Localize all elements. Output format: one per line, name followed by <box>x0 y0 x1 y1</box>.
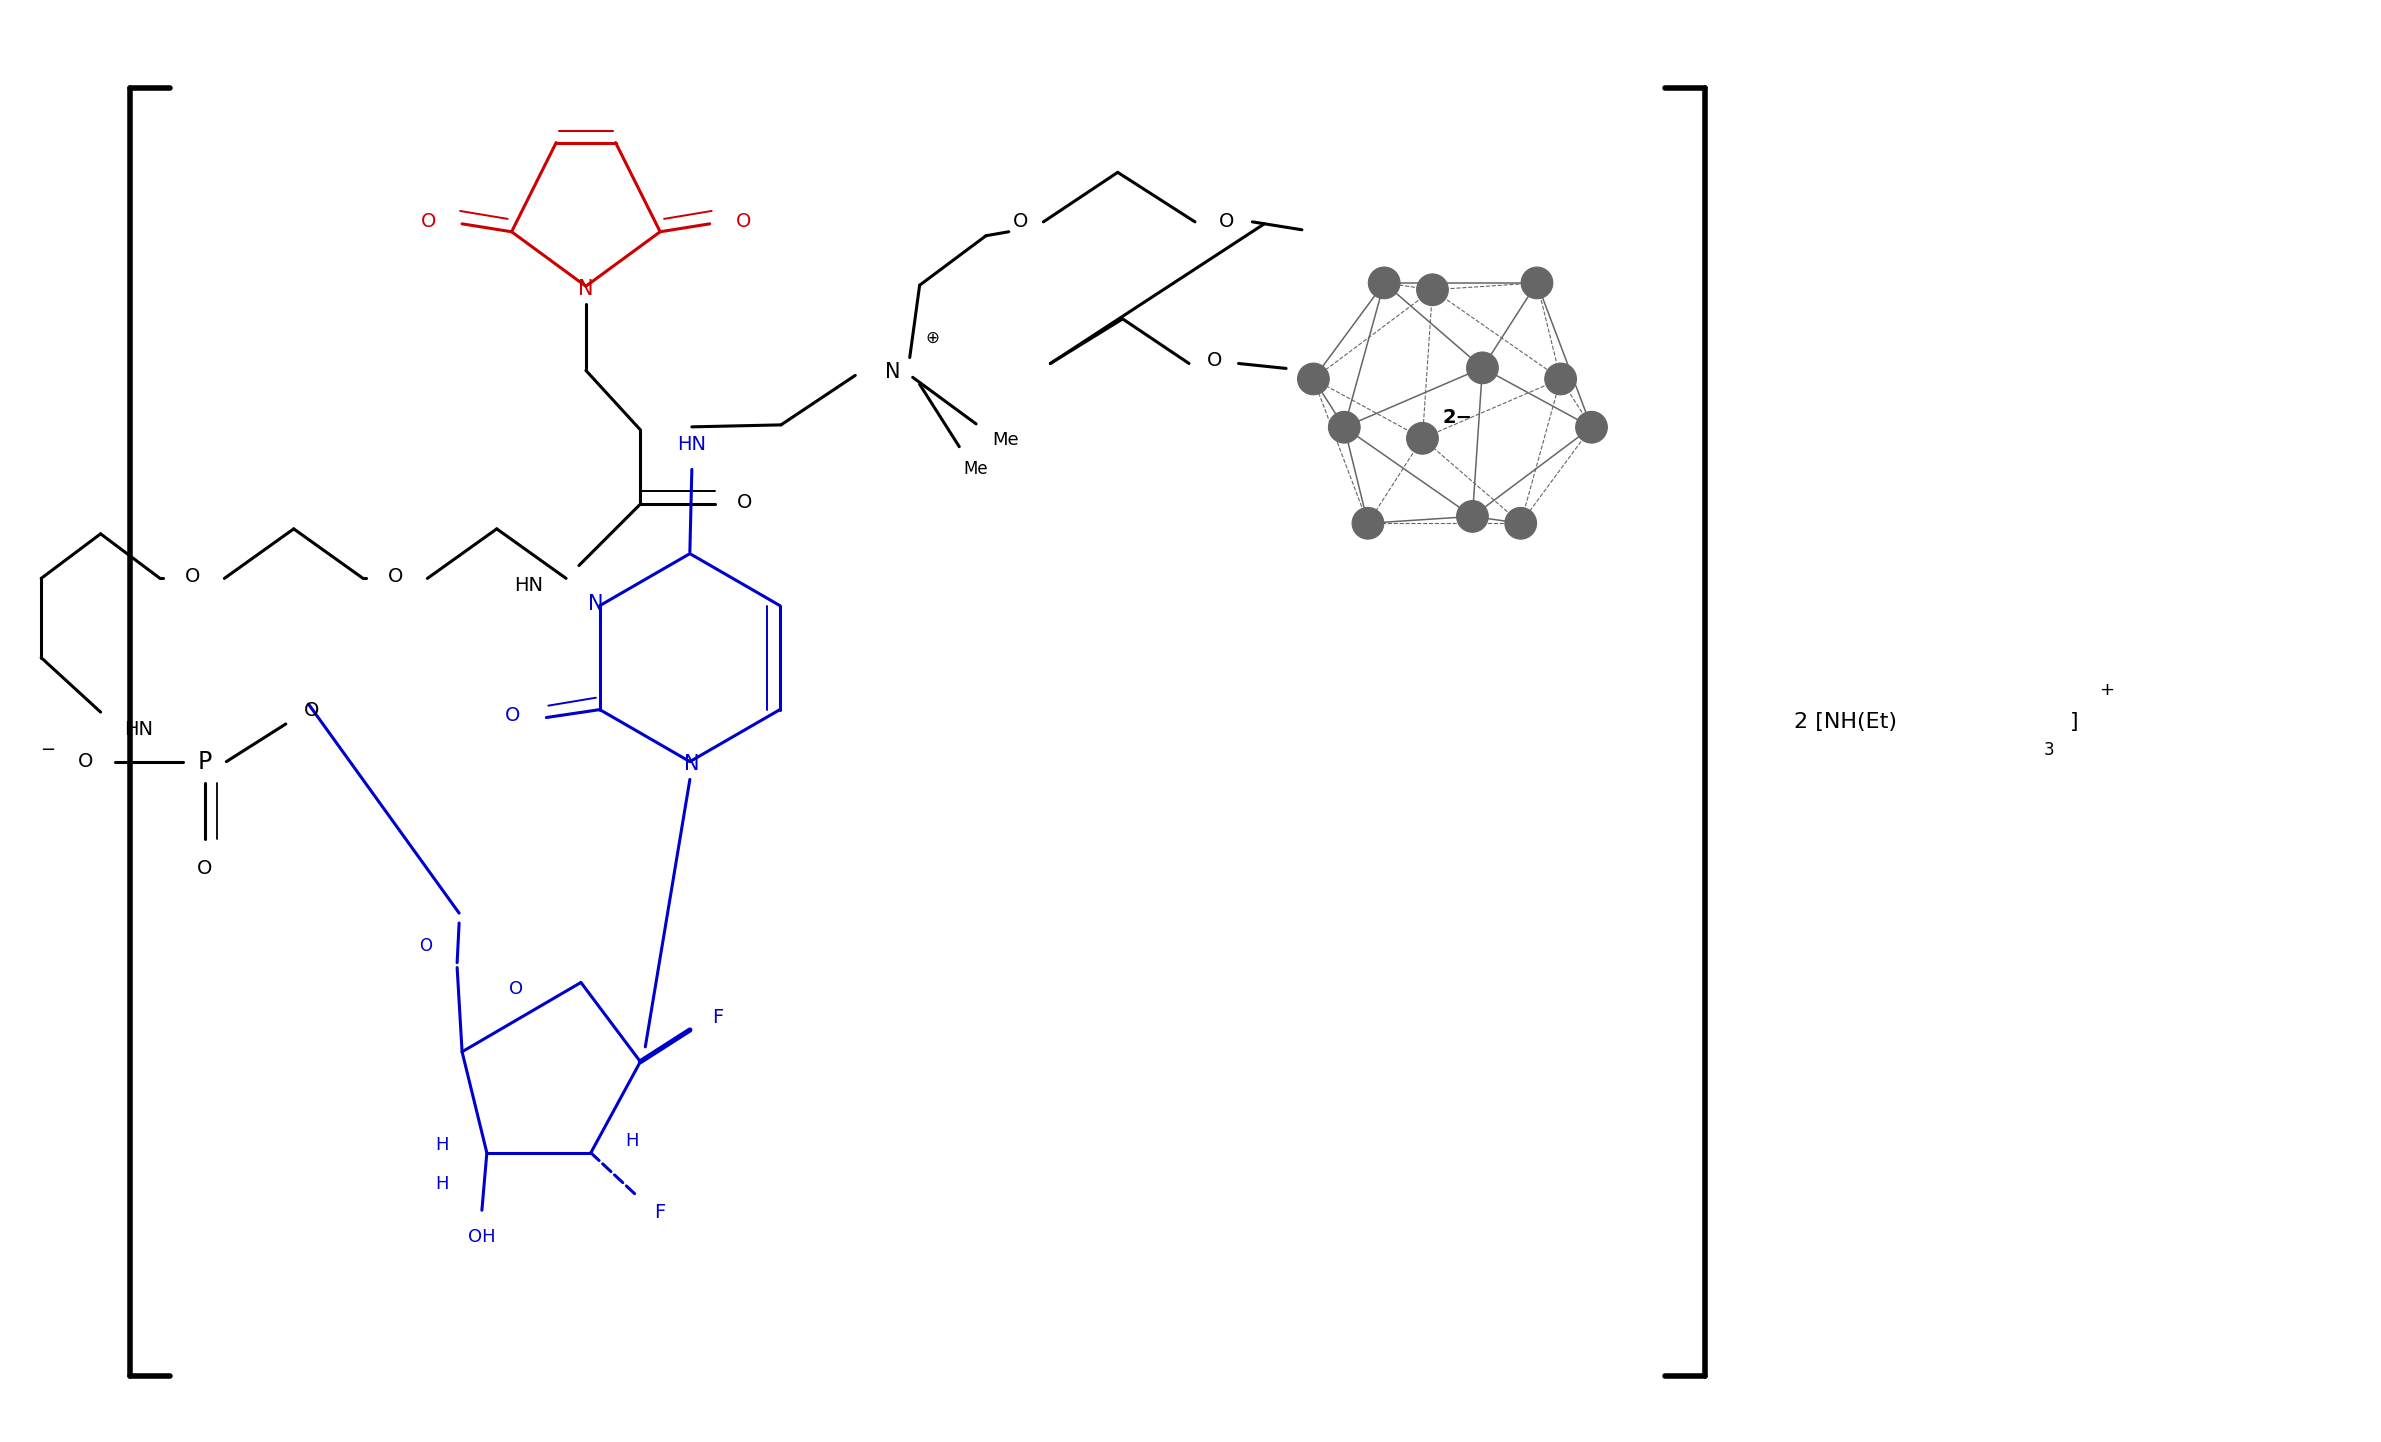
Text: O: O <box>1012 212 1029 231</box>
Circle shape <box>1329 411 1360 443</box>
Text: F: F <box>712 1008 724 1027</box>
Text: N: N <box>886 362 900 382</box>
Text: Me: Me <box>964 460 988 479</box>
Text: HN: HN <box>676 435 707 454</box>
Text: O: O <box>421 212 436 231</box>
Circle shape <box>1369 267 1400 298</box>
Text: H: H <box>436 1136 450 1154</box>
Text: O: O <box>1219 212 1233 231</box>
Text: −: − <box>40 741 55 758</box>
Circle shape <box>1576 411 1607 443</box>
Text: N: N <box>579 280 593 298</box>
Circle shape <box>1521 267 1552 298</box>
Text: O: O <box>388 567 402 585</box>
Text: N: N <box>588 594 605 614</box>
Text: O: O <box>198 859 212 878</box>
Text: 3: 3 <box>2043 741 2055 758</box>
Text: HN: HN <box>124 721 152 740</box>
Circle shape <box>1457 500 1488 532</box>
Text: F: F <box>655 1203 667 1221</box>
Text: P: P <box>198 750 212 773</box>
Text: O: O <box>305 701 319 720</box>
Circle shape <box>1407 423 1438 454</box>
Circle shape <box>1352 508 1383 539</box>
Circle shape <box>1467 352 1498 384</box>
Text: 2 [NH(Et): 2 [NH(Et) <box>1795 712 1898 733</box>
Text: O: O <box>736 493 752 512</box>
Text: O: O <box>186 567 200 585</box>
Circle shape <box>1545 363 1576 395</box>
Text: 2−: 2− <box>1443 408 1471 427</box>
Text: N: N <box>683 754 700 773</box>
Text: Me: Me <box>993 431 1019 448</box>
Text: ]: ] <box>2069 712 2079 733</box>
Text: O: O <box>419 937 431 955</box>
Text: O: O <box>1207 350 1221 371</box>
Circle shape <box>1417 274 1448 306</box>
Text: H: H <box>436 1175 450 1194</box>
Text: O: O <box>505 707 521 725</box>
Text: ⊕: ⊕ <box>926 329 940 346</box>
Text: O: O <box>510 981 524 998</box>
Text: HN: HN <box>514 575 543 594</box>
Text: O: O <box>736 212 750 231</box>
Text: +: + <box>2100 681 2114 699</box>
Text: O: O <box>79 753 93 771</box>
Circle shape <box>1298 363 1329 395</box>
Text: H: H <box>626 1132 638 1149</box>
Text: OH: OH <box>469 1229 495 1246</box>
Circle shape <box>1505 508 1536 539</box>
